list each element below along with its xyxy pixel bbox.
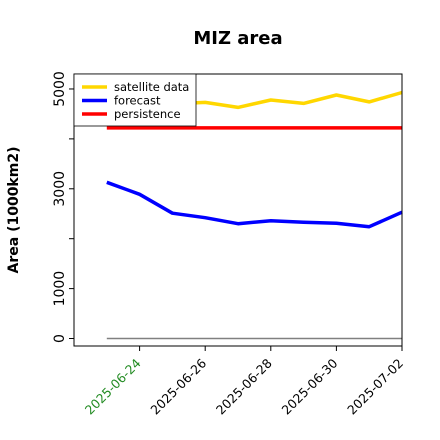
legend-label-satellite-data: satellite data [114,80,189,94]
y-tick-label: 3000 [52,171,68,207]
y-tick-label: 5000 [52,71,68,107]
x-tick-label: 2025-07-02 [344,356,406,418]
legend-label-forecast: forecast [114,94,161,108]
y-tick-label: 0 [52,334,68,343]
x-tick-label: 2025-06-26 [147,355,209,417]
plot-frame [73,73,403,347]
legend-label-persistence: persistence [114,107,181,121]
series-line-forecast [106,180,403,229]
y-axis-label: Area (1000km2) [6,147,22,274]
x-tick-label: 2025-06-30 [279,355,341,417]
x-tick-label: 2025-06-28 [213,355,275,417]
chart-title: MIZ area [193,28,282,49]
y-tick-label: 1000 [52,271,68,307]
x-tick-label: 2025-06-24 [82,355,144,417]
